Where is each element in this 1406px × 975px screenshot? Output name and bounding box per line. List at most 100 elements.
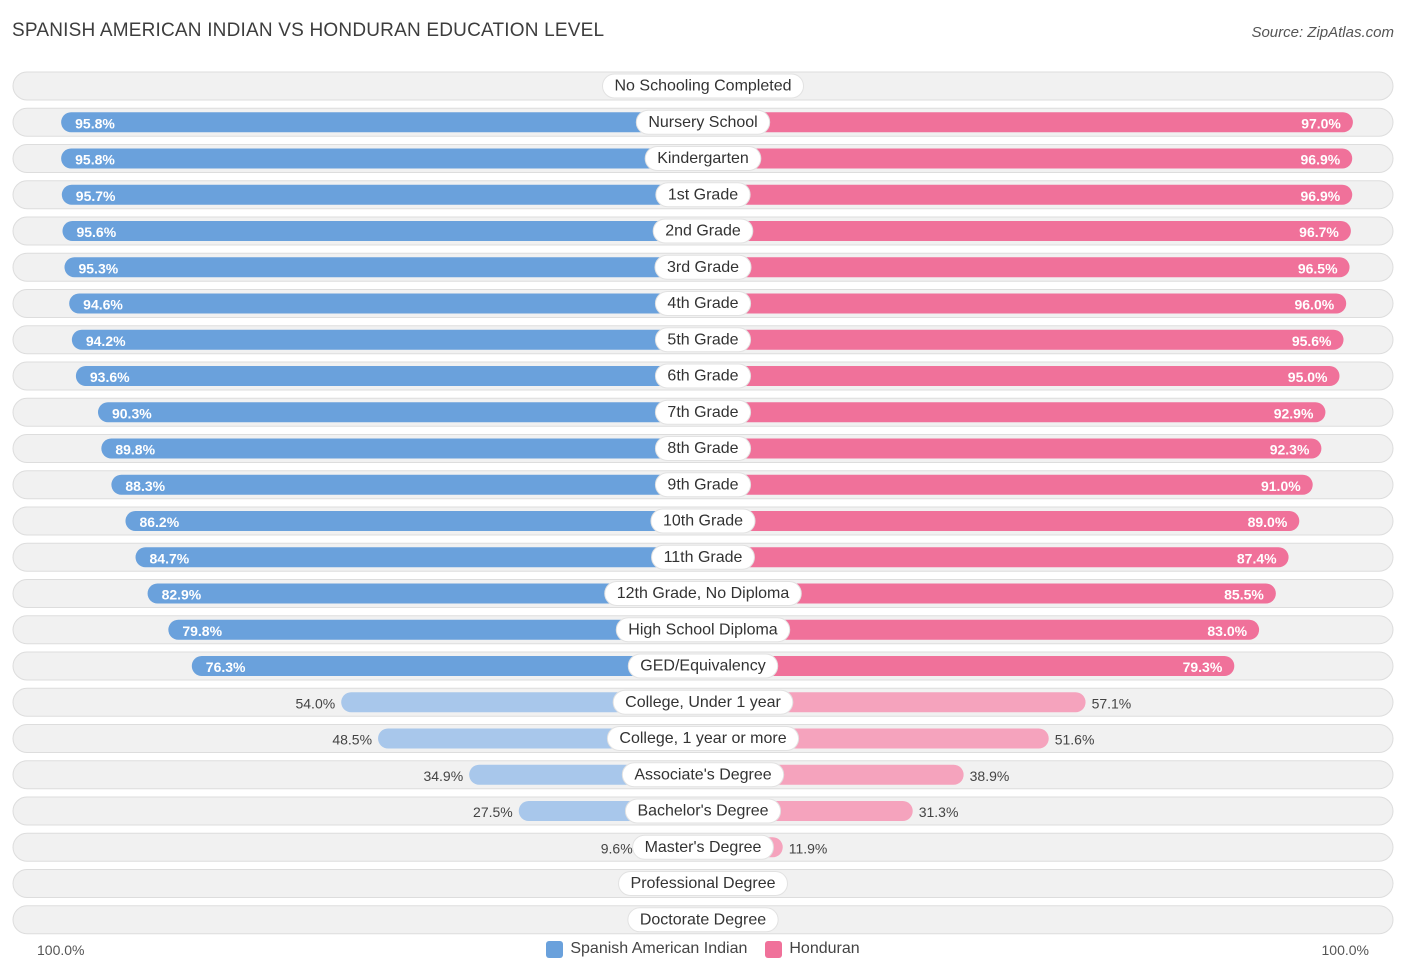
value-label-honduran: 95.6% — [1292, 333, 1332, 349]
value-label-spanish-american-indian: 89.8% — [115, 442, 155, 458]
value-label-spanish-american-indian: 93.6% — [90, 369, 130, 385]
bar-spanish-american-indian — [147, 583, 703, 604]
value-label-spanish-american-indian: 76.3% — [206, 659, 246, 675]
value-label-honduran: 97.0% — [1301, 115, 1341, 131]
value-label-spanish-american-indian: 95.8% — [75, 152, 115, 168]
value-label-spanish-american-indian: 95.6% — [76, 224, 116, 240]
category-label-pill — [650, 508, 756, 534]
value-label-spanish-american-indian: 95.3% — [78, 260, 118, 276]
category-label: 1st Grade — [668, 186, 738, 203]
value-label-honduran: 85.5% — [1224, 587, 1264, 603]
category-label: College, Under 1 year — [625, 694, 781, 711]
value-label-honduran: 57.1% — [1092, 695, 1132, 711]
education-chart: 4.2%3.1%No Schooling Completed95.8%97.0%… — [12, 71, 1394, 935]
bar-honduran — [703, 692, 1086, 713]
bar-honduran — [703, 656, 1235, 676]
bar-honduran — [703, 619, 1260, 640]
value-label-honduran: 89.0% — [1248, 514, 1288, 530]
value-label-spanish-american-indian: 79.8% — [182, 623, 222, 639]
category-label: 5th Grade — [667, 331, 738, 348]
axis-left-label: 100.0% — [37, 942, 85, 958]
value-label-honduran: 92.3% — [1270, 442, 1310, 458]
category-label-pill — [602, 73, 804, 99]
value-label-honduran: 91.0% — [1261, 478, 1301, 494]
category-label: Associate's Degree — [634, 766, 771, 783]
bar-honduran — [703, 511, 1300, 531]
category-label: 4th Grade — [667, 295, 738, 312]
category-label: Master's Degree — [645, 839, 762, 856]
bar-spanish-american-indian — [64, 257, 704, 278]
legend-swatch-honduran — [765, 940, 783, 958]
category-label: 8th Grade — [667, 440, 738, 457]
category-label: Professional Degree — [631, 875, 776, 892]
bar-spanish-american-indian — [61, 148, 703, 169]
category-label: 9th Grade — [667, 476, 738, 493]
category-label: Bachelor's Degree — [637, 803, 768, 820]
category-label-pill — [652, 218, 754, 244]
value-label-spanish-american-indian: 95.8% — [75, 115, 115, 131]
category-label: 12th Grade, No Diploma — [617, 585, 790, 602]
bar-honduran — [703, 257, 1350, 278]
value-label-honduran: 95.0% — [1288, 369, 1328, 385]
category-label-pill — [632, 834, 774, 860]
value-label-honduran: 96.7% — [1299, 224, 1339, 240]
category-label: 3rd Grade — [667, 259, 739, 276]
value-label-honduran: 92.9% — [1274, 405, 1314, 421]
value-label-honduran: 31.3% — [919, 804, 959, 820]
chart-title: SPANISH AMERICAN INDIAN VS HONDURAN EDUC… — [12, 20, 605, 41]
bar-spanish-american-indian — [97, 402, 704, 423]
category-label: 10th Grade — [663, 513, 743, 530]
category-label: GED/Equivalency — [640, 658, 765, 675]
value-label-honduran: 51.6% — [1055, 732, 1095, 748]
value-label-spanish-american-indian: 88.3% — [125, 478, 165, 494]
bar-honduran — [703, 148, 1353, 169]
category-label-pill — [627, 653, 779, 679]
value-label-honduran: 11.9% — [789, 840, 828, 856]
category-label-pill — [612, 689, 794, 715]
category-label: Nursery School — [648, 114, 757, 131]
bar-spanish-american-indian — [135, 547, 703, 568]
bar-spanish-american-indian — [125, 511, 703, 531]
bar-spanish-american-indian — [341, 692, 703, 713]
bar-spanish-american-indian — [61, 112, 703, 133]
bar-honduran — [703, 221, 1351, 241]
category-label-pill — [621, 762, 785, 788]
category-label-pill — [654, 363, 752, 389]
bar-honduran — [703, 547, 1289, 568]
category-label: No Schooling Completed — [615, 78, 792, 95]
value-label-spanish-american-indian: 54.0% — [295, 695, 335, 711]
category-label-pill — [624, 798, 782, 824]
legend-item-spanish-american-indian[interactable]: Spanish American Indian — [546, 940, 747, 958]
value-label-honduran: 38.9% — [970, 768, 1010, 784]
category-label-pill — [654, 254, 752, 280]
value-label-spanish-american-indian: 82.9% — [162, 587, 202, 603]
category-label-pill — [635, 109, 771, 135]
category-label-pill — [604, 581, 802, 606]
bar-spanish-american-indian — [101, 438, 704, 459]
source-label: Source: ZipAtlas.com — [1251, 24, 1394, 41]
value-label-spanish-american-indian: 94.2% — [86, 333, 126, 349]
value-label-honduran: 96.9% — [1301, 188, 1341, 204]
value-label-honduran: 79.3% — [1183, 659, 1223, 675]
value-label-spanish-american-indian: 9.6% — [601, 840, 633, 856]
legend-item-honduran[interactable]: Honduran — [765, 940, 860, 958]
category-label-pill — [655, 182, 751, 208]
value-label-honduran: 87.4% — [1237, 550, 1277, 566]
bar-spanish-american-indian — [69, 293, 704, 314]
value-label-spanish-american-indian: 90.3% — [112, 405, 152, 421]
category-label: 7th Grade — [667, 404, 738, 421]
value-label-honduran: 96.5% — [1298, 260, 1338, 276]
bar-spanish-american-indian — [62, 221, 704, 241]
category-label: 6th Grade — [667, 368, 738, 385]
category-label-pill — [615, 617, 791, 643]
value-label-spanish-american-indian: 84.7% — [150, 550, 190, 566]
value-label-spanish-american-indian: 94.6% — [83, 297, 123, 313]
category-label-pill — [606, 726, 800, 751]
category-label-pill — [654, 327, 752, 353]
value-label-spanish-american-indian: 34.9% — [423, 768, 463, 784]
category-label-pill — [654, 399, 752, 425]
value-label-spanish-american-indian: 27.5% — [473, 804, 513, 820]
category-label: 2nd Grade — [665, 223, 741, 240]
category-label-pill — [654, 291, 752, 316]
category-label: Kindergarten — [657, 150, 749, 167]
